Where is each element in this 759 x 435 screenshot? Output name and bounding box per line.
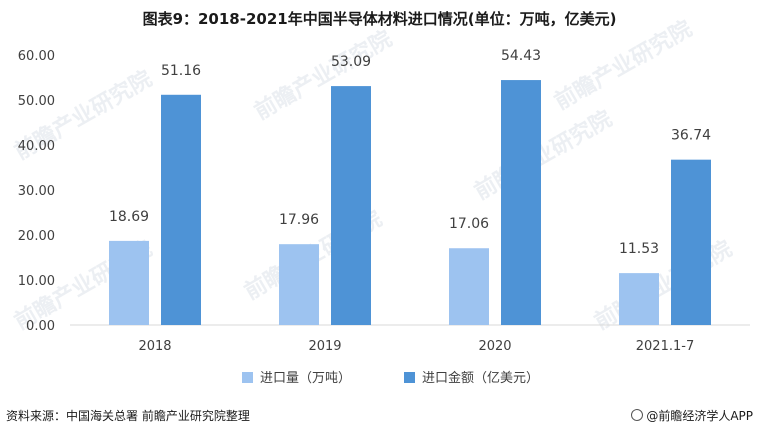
brand-label: @前瞻经济学人APP xyxy=(646,409,753,423)
y-tick-label: 20.00 xyxy=(18,229,55,244)
data-label: 17.06 xyxy=(449,216,489,232)
bar-import-volume xyxy=(109,240,149,325)
x-tick-label: 2018 xyxy=(138,339,171,354)
source-note: 资料来源：中国海关总署 前瞻产业研究院整理 xyxy=(6,409,250,423)
brand-tag: @前瞻经济学人APP xyxy=(631,407,753,424)
data-label: 36.74 xyxy=(671,128,711,144)
y-tick-label: 50.00 xyxy=(18,94,55,109)
data-label: 53.09 xyxy=(331,54,371,70)
legend-swatch xyxy=(242,372,253,383)
data-label: 51.16 xyxy=(161,63,201,79)
legend-label: 进口量（万吨） xyxy=(260,371,351,386)
y-tick-label: 60.00 xyxy=(18,49,55,64)
watermark-text: 前瞻产业研究院 xyxy=(590,236,736,336)
bar-import-volume xyxy=(619,273,659,325)
bar-import-value xyxy=(331,86,371,325)
legend-label: 进口金额（亿美元） xyxy=(422,370,539,386)
brand-logo-icon xyxy=(631,409,644,421)
x-tick-label: 2019 xyxy=(308,339,341,354)
y-tick-label: 40.00 xyxy=(18,139,55,154)
x-tick-label: 2020 xyxy=(478,339,511,354)
watermark-text: 前瞻产业研究院 xyxy=(250,26,396,126)
bar-import-value xyxy=(671,159,711,325)
y-tick-label: 0.00 xyxy=(26,319,55,334)
y-tick-label: 10.00 xyxy=(18,274,55,289)
watermark-text: 前瞻产业研究院 xyxy=(470,106,616,206)
bar-import-volume xyxy=(279,244,319,325)
data-label: 11.53 xyxy=(619,241,659,257)
chart-title: 图表9：2018-2021年中国半导体材料进口情况(单位：万吨，亿美元) xyxy=(142,10,617,28)
x-tick-label: 2021.1-7 xyxy=(636,339,694,354)
watermark-text: 前瞻产业研究院 xyxy=(550,16,696,116)
bar-import-value xyxy=(501,80,541,325)
data-label: 18.69 xyxy=(109,209,149,225)
bar-import-value xyxy=(161,94,201,325)
legend-swatch xyxy=(404,372,415,383)
data-label: 54.43 xyxy=(501,48,541,64)
bar-import-volume xyxy=(449,248,489,325)
data-label: 17.96 xyxy=(279,212,319,228)
y-tick-label: 30.00 xyxy=(18,184,55,199)
footer: 资料来源：中国海关总署 前瞻产业研究院整理 @前瞻经济学人APP xyxy=(6,407,753,429)
